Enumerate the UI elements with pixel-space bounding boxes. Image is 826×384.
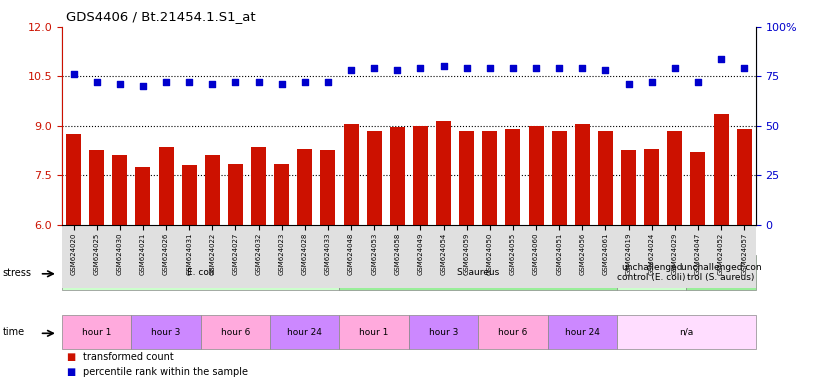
Bar bbox=[621, 151, 636, 225]
Bar bbox=[459, 131, 474, 225]
Point bbox=[391, 67, 404, 73]
Point bbox=[529, 65, 543, 71]
Bar bbox=[297, 149, 312, 225]
Point bbox=[622, 81, 635, 87]
Text: E. coli: E. coli bbox=[188, 268, 214, 277]
Point bbox=[576, 65, 589, 71]
Text: S. aureus: S. aureus bbox=[457, 268, 500, 277]
Point bbox=[183, 79, 196, 85]
Point bbox=[738, 65, 751, 71]
Point bbox=[159, 79, 173, 85]
Text: hour 1: hour 1 bbox=[359, 328, 389, 337]
Bar bbox=[274, 164, 289, 225]
Bar bbox=[228, 164, 243, 225]
Bar bbox=[552, 131, 567, 225]
Bar bbox=[413, 126, 428, 225]
Text: hour 1: hour 1 bbox=[82, 328, 112, 337]
Bar bbox=[367, 131, 382, 225]
Bar bbox=[598, 131, 613, 225]
Bar bbox=[182, 166, 197, 225]
Bar bbox=[737, 129, 752, 225]
Text: hour 3: hour 3 bbox=[429, 328, 458, 337]
Bar bbox=[251, 147, 266, 225]
Point bbox=[67, 71, 80, 78]
Bar bbox=[714, 114, 729, 225]
Point bbox=[506, 65, 520, 71]
Text: ■: ■ bbox=[66, 367, 75, 377]
Point bbox=[691, 79, 705, 85]
Bar bbox=[66, 134, 81, 225]
Point bbox=[321, 79, 335, 85]
Point bbox=[298, 79, 311, 85]
Bar bbox=[529, 126, 544, 225]
Bar bbox=[575, 124, 590, 225]
Bar bbox=[644, 149, 659, 225]
Point bbox=[483, 65, 496, 71]
Point bbox=[553, 65, 566, 71]
Bar bbox=[344, 124, 358, 225]
Bar bbox=[159, 147, 173, 225]
Text: unchallenged
control (E. coli): unchallenged control (E. coli) bbox=[618, 263, 686, 282]
Text: hour 3: hour 3 bbox=[151, 328, 181, 337]
Point bbox=[229, 79, 242, 85]
Point bbox=[344, 67, 358, 73]
Text: GDS4406 / Bt.21454.1.S1_at: GDS4406 / Bt.21454.1.S1_at bbox=[66, 10, 256, 23]
Point bbox=[460, 65, 473, 71]
Point bbox=[645, 79, 658, 85]
Bar bbox=[390, 127, 405, 225]
Bar bbox=[320, 151, 335, 225]
Text: stress: stress bbox=[2, 268, 31, 278]
Point bbox=[599, 67, 612, 73]
Point bbox=[414, 65, 427, 71]
Point bbox=[136, 83, 150, 89]
Bar bbox=[506, 129, 520, 225]
Point bbox=[252, 79, 265, 85]
Point bbox=[437, 63, 450, 70]
Text: hour 24: hour 24 bbox=[565, 328, 600, 337]
Bar bbox=[667, 131, 682, 225]
Text: hour 6: hour 6 bbox=[498, 328, 528, 337]
Bar bbox=[89, 151, 104, 225]
Point bbox=[668, 65, 681, 71]
Bar bbox=[112, 156, 127, 225]
Point bbox=[90, 79, 103, 85]
Point bbox=[275, 81, 288, 87]
Text: time: time bbox=[2, 327, 25, 337]
Text: transformed count: transformed count bbox=[83, 352, 173, 362]
Point bbox=[714, 55, 728, 61]
Text: n/a: n/a bbox=[679, 328, 694, 337]
Bar bbox=[691, 152, 705, 225]
Text: unchallenged con
trol (S. aureus): unchallenged con trol (S. aureus) bbox=[681, 263, 762, 282]
Bar bbox=[482, 131, 497, 225]
Point bbox=[206, 81, 219, 87]
Text: percentile rank within the sample: percentile rank within the sample bbox=[83, 367, 248, 377]
Text: hour 6: hour 6 bbox=[221, 328, 250, 337]
Point bbox=[368, 65, 381, 71]
Bar bbox=[135, 167, 150, 225]
Point bbox=[113, 81, 126, 87]
Bar bbox=[205, 156, 220, 225]
Text: ■: ■ bbox=[66, 352, 75, 362]
Text: hour 24: hour 24 bbox=[287, 328, 322, 337]
Bar bbox=[436, 121, 451, 225]
